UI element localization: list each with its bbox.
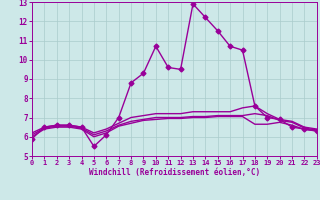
- X-axis label: Windchill (Refroidissement éolien,°C): Windchill (Refroidissement éolien,°C): [89, 168, 260, 177]
